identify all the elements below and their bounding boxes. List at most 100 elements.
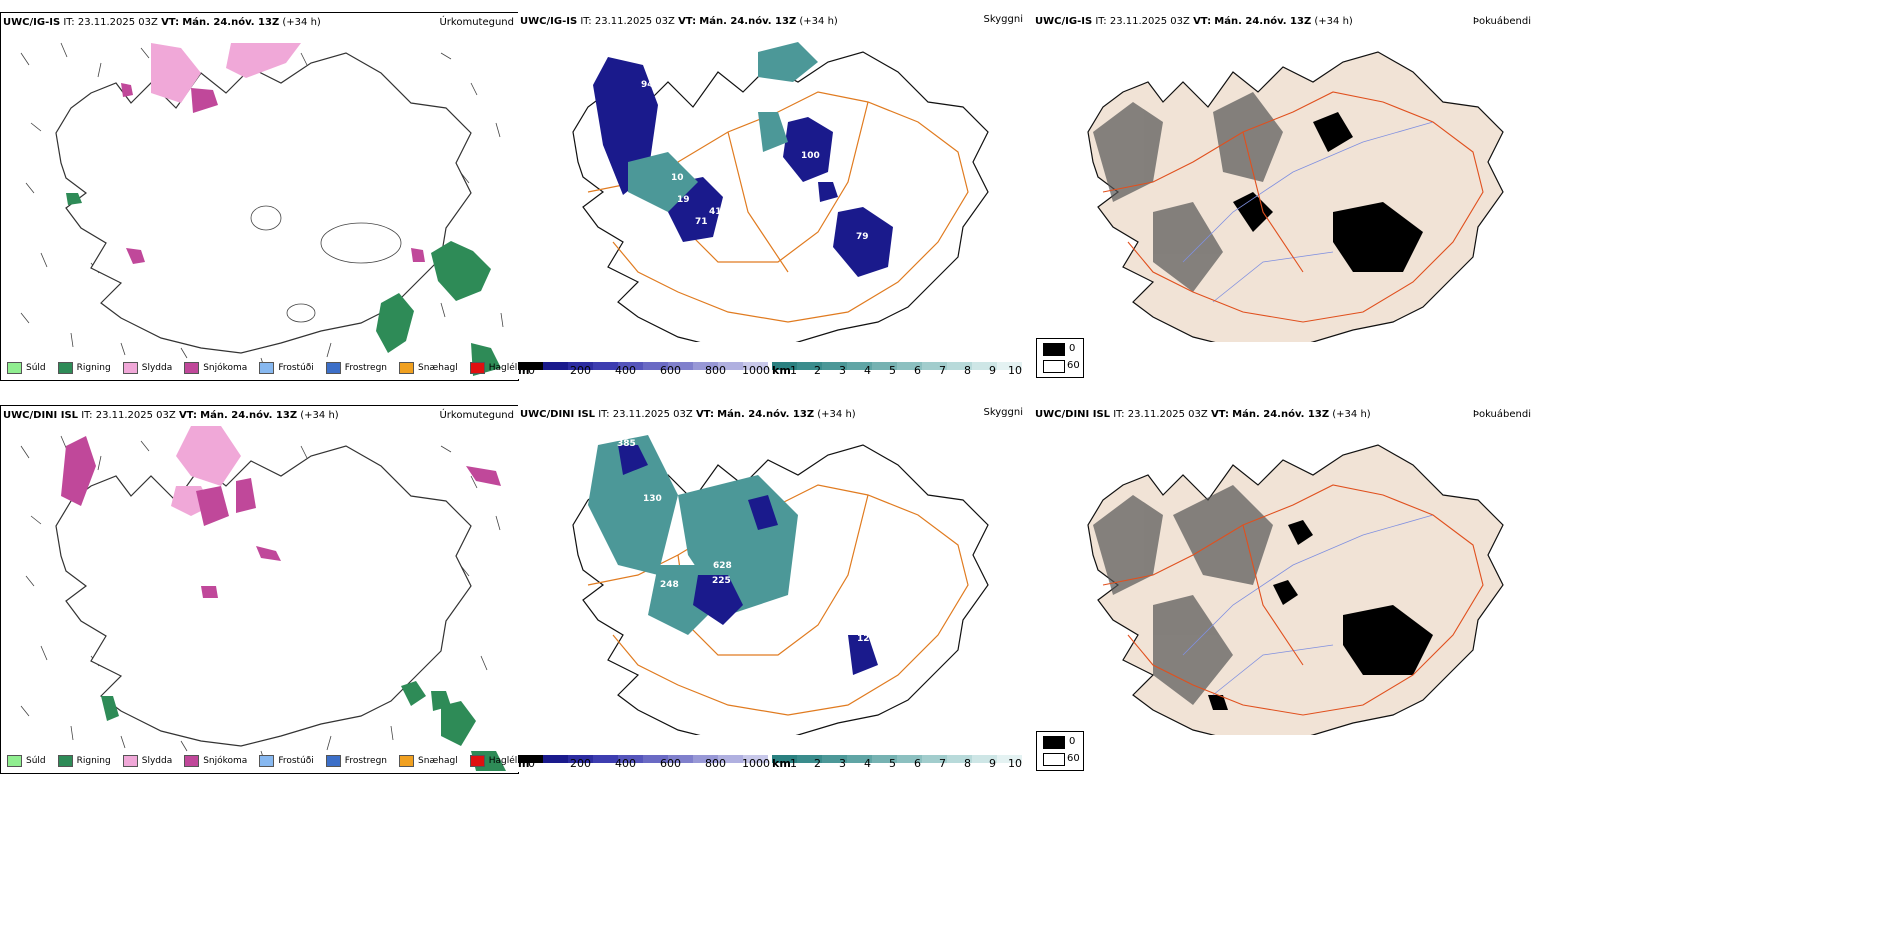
colorbar-tick: 800 bbox=[705, 364, 726, 377]
legend-swatch bbox=[469, 362, 485, 374]
colorbar-tick: 400 bbox=[615, 757, 636, 770]
iceland-land bbox=[1087, 444, 1504, 735]
fog-swatch-0 bbox=[1043, 343, 1065, 356]
colorbar-strip bbox=[772, 755, 1022, 763]
colorbar-tick: 5 bbox=[889, 364, 896, 377]
vis-colorbar-km: km 1 2 3 4 5 6 7 8 9 10 bbox=[772, 748, 1022, 770]
rain-areas bbox=[66, 193, 501, 376]
fog-map bbox=[1087, 51, 1504, 342]
colorbar-strip bbox=[772, 362, 1022, 370]
colorbar-tick: 10 bbox=[1008, 364, 1022, 377]
legend-item: Frostúði bbox=[259, 362, 314, 374]
legend-item: Súld bbox=[7, 362, 46, 374]
low-vis-m bbox=[618, 445, 878, 675]
vis-colorbar-m: m 0 200 400 600 800 1000 bbox=[518, 748, 770, 770]
colorbar-tick: 4 bbox=[864, 757, 871, 770]
legend-item: Frostregn bbox=[325, 755, 387, 767]
rivers bbox=[1182, 514, 1434, 696]
colorbar-tick: 4 bbox=[864, 364, 871, 377]
panel-header: UWC/IG-IS IT: 23.11.2025 03Z VT: Mán. 24… bbox=[520, 16, 838, 27]
vis-label: 71 bbox=[695, 217, 708, 227]
fog-swatch-60 bbox=[1043, 753, 1065, 766]
legend-item: Snjókoma bbox=[184, 755, 247, 767]
legend-swatch bbox=[122, 755, 138, 767]
fog-legend: 0 60 bbox=[1036, 338, 1084, 378]
colorbar-strip bbox=[518, 362, 768, 370]
panel-title: Skyggni bbox=[983, 407, 1023, 418]
roads bbox=[1102, 91, 1484, 323]
legend-swatch bbox=[259, 755, 275, 767]
iceland-coast bbox=[572, 51, 989, 342]
panel-title: Skyggni bbox=[983, 14, 1023, 25]
vis-label: 130 bbox=[643, 494, 662, 504]
colorbar-tick: 1 bbox=[790, 757, 797, 770]
vis-label: 41 bbox=[709, 207, 722, 217]
colorbar-tick: 3 bbox=[839, 364, 846, 377]
fog-dense bbox=[1233, 112, 1423, 272]
colorbar-tick: 600 bbox=[660, 364, 681, 377]
iceland-land bbox=[1087, 51, 1504, 342]
legend-swatch bbox=[399, 362, 415, 374]
visibility-map: 94 81 121 100 79 10 19 71 41 bbox=[572, 42, 989, 342]
colorbar-tick: 0 bbox=[528, 364, 535, 377]
panel-title: Þokuábendi bbox=[1472, 16, 1531, 27]
colorbar-tick: 1 bbox=[790, 364, 797, 377]
snow-areas bbox=[121, 83, 425, 264]
fog-legend: 0 60 bbox=[1036, 731, 1084, 771]
colorbar-tick: 1000 bbox=[742, 364, 770, 377]
fog-swatch-0 bbox=[1043, 736, 1065, 749]
colorbar-strip bbox=[518, 755, 768, 763]
roads bbox=[1102, 484, 1484, 716]
colorbar-tick: 8 bbox=[964, 757, 971, 770]
legend-item: Snæhagl bbox=[399, 755, 458, 767]
panel-header: UWC/DINI ISL IT: 23.11.2025 03Z VT: Mán.… bbox=[1035, 409, 1371, 420]
precip-legend: Súld Rigning Slydda Snjókoma Frostúði Fr… bbox=[7, 755, 518, 767]
precip-panel-top: UWC/IG-IS IT: 23.11.2025 03Z VT: Mán. 24… bbox=[0, 12, 519, 381]
legend-item: Súld bbox=[7, 755, 46, 767]
colorbar-tick: 3 bbox=[839, 757, 846, 770]
rivers bbox=[1182, 121, 1434, 303]
colorbar-tick: 0 bbox=[528, 757, 535, 770]
precip-map bbox=[20, 426, 506, 771]
colorbar-tick: 1000 bbox=[742, 757, 770, 770]
fog-legend-label: 60 bbox=[1067, 753, 1080, 764]
colorbar-unit: km bbox=[772, 757, 791, 770]
vis-labels: 94 81 121 100 79 10 19 71 41 bbox=[641, 80, 869, 242]
vis-label: 122 bbox=[857, 634, 876, 644]
legend-swatch bbox=[7, 755, 22, 767]
colorbar-tick: 9 bbox=[989, 364, 996, 377]
panel-header: UWC/IG-IS IT: 23.11.2025 03Z VT: Mán. 24… bbox=[1035, 16, 1353, 27]
vis-colorbar-m: m 0 200 400 600 800 1000 bbox=[518, 355, 770, 377]
vis-labels: 385 130 628 248 225 122 26 bbox=[617, 439, 876, 644]
legend-item: Frostregn bbox=[325, 362, 387, 374]
vis-label: 385 bbox=[617, 439, 636, 449]
colorbar-tick: 6 bbox=[914, 757, 921, 770]
fog-swatch-60 bbox=[1043, 360, 1065, 373]
colorbar-tick: 8 bbox=[964, 364, 971, 377]
legend-swatch bbox=[399, 755, 415, 767]
legend-item: Frostúði bbox=[259, 755, 314, 767]
legend-item: Rigning bbox=[57, 755, 111, 767]
glaciers bbox=[250, 205, 402, 323]
legend-swatch bbox=[259, 362, 275, 374]
vis-label: 81 bbox=[714, 83, 727, 93]
panel-title: Þokuábendi bbox=[1472, 409, 1531, 420]
iceland-coast bbox=[55, 445, 472, 747]
colorbar-tick: 5 bbox=[889, 757, 896, 770]
panel-header: UWC/IG-IS IT: 23.11.2025 03Z VT: Mán. 24… bbox=[3, 17, 321, 28]
legend-item: Slydda bbox=[122, 362, 172, 374]
legend-swatch bbox=[7, 362, 22, 374]
legend-swatch bbox=[57, 755, 73, 767]
colorbar-tick: 2 bbox=[814, 364, 821, 377]
legend-item: Snjókoma bbox=[184, 362, 247, 374]
legend-item: Rigning bbox=[57, 362, 111, 374]
colorbar-unit: m bbox=[518, 757, 530, 770]
vis-label: 100 bbox=[801, 151, 820, 161]
panel-title: Úrkomutegund bbox=[439, 17, 514, 28]
precip-legend: Súld Rigning Slydda Snjókoma Frostúði Fr… bbox=[7, 362, 518, 374]
legend-swatch bbox=[469, 755, 485, 767]
colorbar-tick: 2 bbox=[814, 757, 821, 770]
precip-panel-bottom: UWC/DINI ISL IT: 23.11.2025 03Z VT: Mán.… bbox=[0, 405, 519, 774]
vis-label: 248 bbox=[660, 580, 679, 590]
fog-legend-label: 60 bbox=[1067, 360, 1080, 371]
